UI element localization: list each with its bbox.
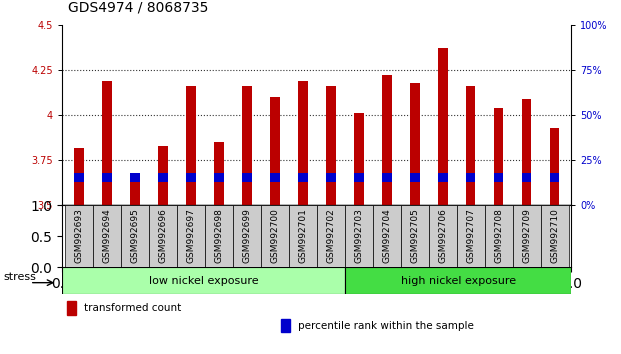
Bar (410, 173, 420, 182)
Bar (158, 146, 168, 205)
Bar (484, 205, 512, 267)
Bar (62, 267, 345, 294)
Bar (354, 173, 363, 182)
Text: GSM992696: GSM992696 (158, 209, 167, 263)
Bar (373, 205, 401, 267)
Bar (466, 86, 476, 205)
Bar (522, 173, 532, 182)
Bar (214, 173, 224, 182)
Bar (550, 173, 560, 182)
Bar (233, 205, 261, 267)
Text: GSM992705: GSM992705 (410, 209, 419, 263)
Bar (438, 48, 448, 205)
Text: GDS4974 / 8068735: GDS4974 / 8068735 (68, 0, 209, 14)
Text: GSM992694: GSM992694 (102, 209, 111, 263)
Bar (540, 205, 568, 267)
Bar (512, 205, 540, 267)
Bar (382, 173, 392, 182)
Text: GSM992703: GSM992703 (354, 209, 363, 263)
Bar (65, 205, 93, 267)
Bar (289, 205, 317, 267)
Bar (401, 205, 428, 267)
Text: GSM992701: GSM992701 (298, 209, 307, 263)
Text: GSM992700: GSM992700 (270, 209, 279, 263)
Bar (298, 81, 307, 205)
Bar (382, 75, 392, 205)
Text: transformed count: transformed count (84, 303, 181, 313)
Text: GSM992697: GSM992697 (186, 209, 195, 263)
Bar (317, 205, 345, 267)
Bar (93, 205, 121, 267)
Bar (428, 205, 456, 267)
Bar (326, 86, 335, 205)
Bar (550, 128, 560, 205)
Bar (102, 81, 112, 205)
Bar (456, 205, 484, 267)
Bar (281, 319, 290, 332)
Text: GSM992708: GSM992708 (494, 209, 503, 263)
Bar (130, 173, 140, 205)
Text: GSM992710: GSM992710 (550, 209, 559, 263)
Bar (522, 99, 532, 205)
Bar (130, 173, 140, 182)
Bar (494, 173, 504, 182)
Bar (186, 173, 196, 182)
Bar (345, 205, 373, 267)
Bar (326, 173, 335, 182)
Text: GSM992695: GSM992695 (130, 209, 139, 263)
Bar (121, 205, 149, 267)
Text: GSM992702: GSM992702 (326, 209, 335, 263)
Bar (494, 108, 504, 205)
Text: percentile rank within the sample: percentile rank within the sample (298, 321, 474, 331)
Bar (67, 301, 76, 315)
Bar (214, 142, 224, 205)
Bar (270, 173, 279, 182)
Bar (242, 173, 252, 182)
Bar (205, 205, 233, 267)
Bar (410, 82, 420, 205)
Text: GSM992707: GSM992707 (466, 209, 475, 263)
Bar (466, 173, 476, 182)
Text: GSM992699: GSM992699 (242, 209, 252, 263)
Bar (177, 205, 205, 267)
Text: high nickel exposure: high nickel exposure (401, 275, 515, 286)
Bar (149, 205, 177, 267)
Bar (438, 173, 448, 182)
Text: GSM992706: GSM992706 (438, 209, 447, 263)
Bar (354, 113, 363, 205)
Bar (186, 86, 196, 205)
Text: GSM992698: GSM992698 (214, 209, 224, 263)
Text: GSM992704: GSM992704 (382, 209, 391, 263)
Bar (298, 173, 307, 182)
Text: GSM992709: GSM992709 (522, 209, 531, 263)
Bar (345, 267, 571, 294)
Bar (261, 205, 289, 267)
Bar (74, 173, 84, 182)
Bar (270, 97, 279, 205)
Bar (74, 148, 84, 205)
Bar (158, 173, 168, 182)
Bar (242, 86, 252, 205)
Text: stress: stress (3, 272, 36, 281)
Text: low nickel exposure: low nickel exposure (149, 275, 258, 286)
Bar (102, 173, 112, 182)
Text: GSM992693: GSM992693 (75, 209, 83, 263)
